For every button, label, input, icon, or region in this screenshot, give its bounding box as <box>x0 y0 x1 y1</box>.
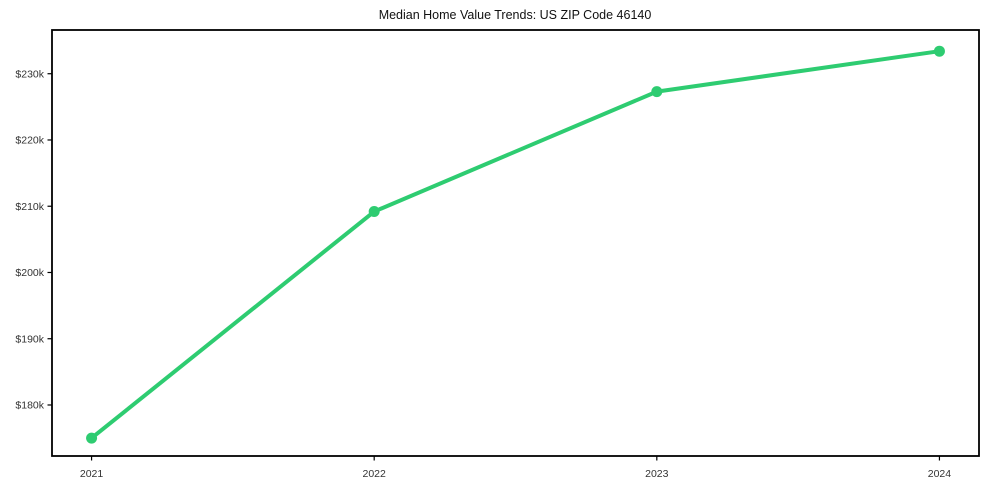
x-tick-label: 2024 <box>928 468 952 480</box>
y-tick-label: $210k <box>15 201 44 213</box>
y-tick-label: $190k <box>15 333 44 345</box>
chart-title: Median Home Value Trends: US ZIP Code 46… <box>379 8 652 22</box>
y-tick-label: $230k <box>15 68 44 80</box>
y-tick-label: $180k <box>15 400 44 412</box>
data-point <box>933 45 945 57</box>
data-point-markers <box>86 45 945 444</box>
plot-area <box>52 30 979 456</box>
plot-border <box>51 29 980 457</box>
trend-line <box>89 49 942 441</box>
y-tick-label: $220k <box>15 135 44 147</box>
x-tick-label: 2021 <box>80 468 104 480</box>
y-axis-ticks: $180k $190k $200k $210k $220k $230k <box>15 68 52 412</box>
x-axis-ticks: 2021 2022 2023 2024 <box>80 456 951 480</box>
x-tick-label: 2022 <box>363 468 387 480</box>
data-point <box>368 206 380 218</box>
y-tick-label: $200k <box>15 267 44 279</box>
x-tick-label: 2023 <box>645 468 669 480</box>
data-point <box>651 86 663 98</box>
data-point <box>86 432 98 444</box>
